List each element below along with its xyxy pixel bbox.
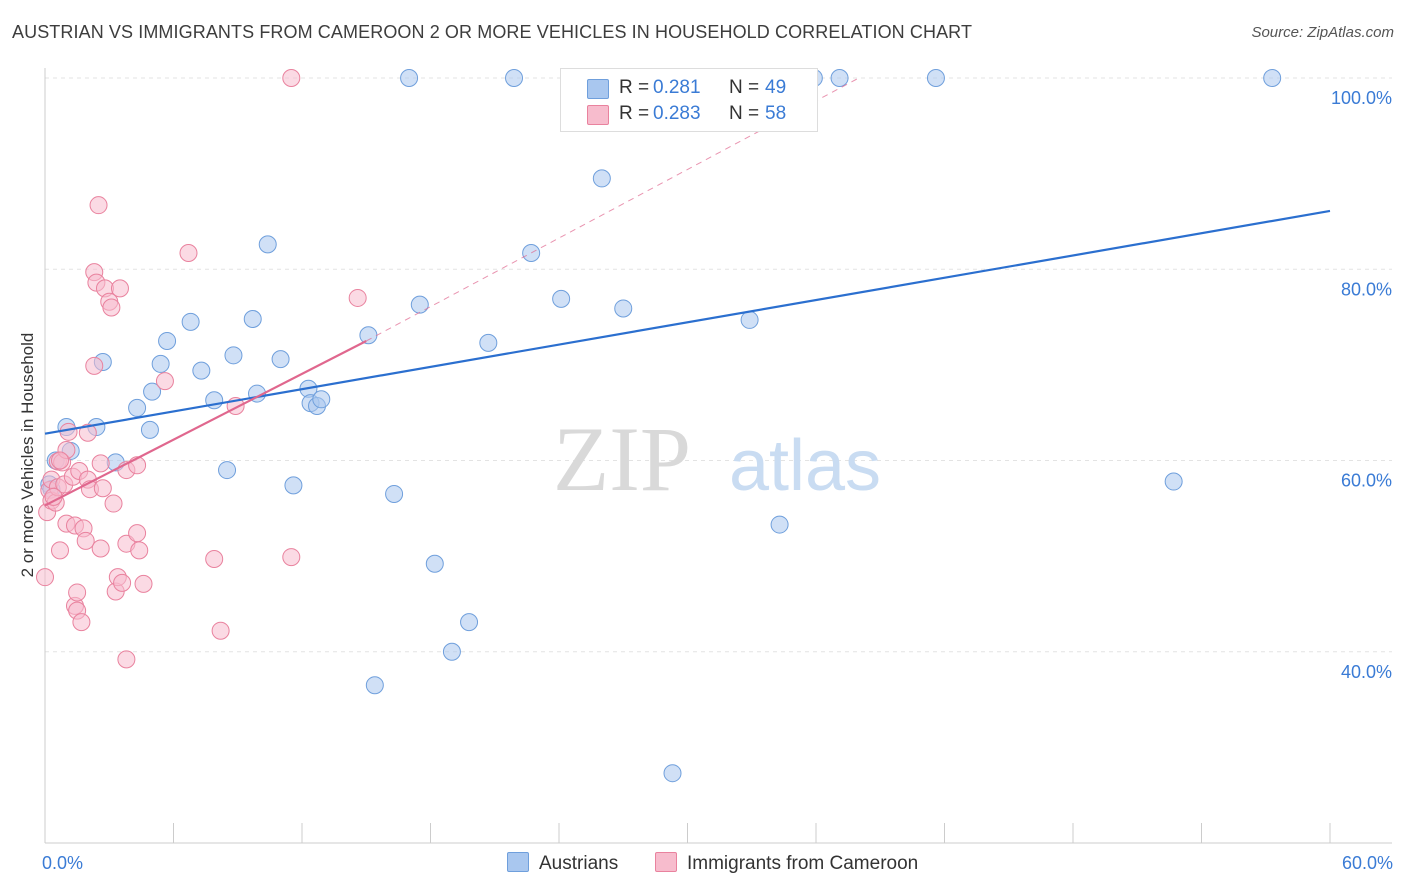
austrians-point <box>926 69 945 87</box>
austrians-point <box>128 398 147 417</box>
cameroon-point <box>89 196 108 215</box>
cameroon-point <box>78 423 97 442</box>
legend-label: Austrians <box>539 853 619 874</box>
austrians-point <box>258 235 277 254</box>
n-value: 58 <box>765 103 787 124</box>
austrians-point <box>460 613 479 632</box>
watermark-zip: ZIP <box>553 408 691 510</box>
r-label: R = <box>619 77 650 98</box>
data-points <box>36 69 1282 783</box>
legend-item-austrians: Austrians <box>507 852 618 875</box>
austrians-point <box>479 333 498 352</box>
cameroon-point <box>102 298 121 317</box>
cameroon-point <box>85 356 104 375</box>
cameroon-point <box>68 583 87 602</box>
cameroon-point <box>110 279 129 298</box>
n-label: N = <box>729 77 760 98</box>
austrians-point <box>224 346 243 365</box>
austrians-point <box>385 484 404 503</box>
cameroon-point <box>104 494 123 513</box>
austrians-point <box>830 69 849 87</box>
chart-title: AUSTRIAN VS IMMIGRANTS FROM CAMEROON 2 O… <box>12 22 973 42</box>
y-axis-label: 2 or more Vehicles in Household <box>18 333 37 578</box>
austrians-point <box>218 461 237 480</box>
austrians-point <box>552 289 571 308</box>
austrians-trend-line <box>44 209 1331 435</box>
cameroon-point <box>155 372 174 391</box>
austrians-point <box>663 764 682 783</box>
austrians-point <box>312 390 331 409</box>
austrians-point <box>151 354 170 373</box>
cameroon-point <box>348 288 367 307</box>
r-label: R = <box>619 103 650 124</box>
watermark: ZIP atlas <box>553 408 881 510</box>
cameroon-point <box>76 531 95 550</box>
y-tick-label: 100.0% <box>1331 88 1392 108</box>
cameroon-point <box>282 69 301 87</box>
tick-labels: 100.0% 80.0% 60.0% 40.0% 0.0% 60.0% <box>42 88 1393 873</box>
y-tick-label: 40.0% <box>1341 662 1392 682</box>
cameroon-point <box>36 568 54 587</box>
austrians-point <box>770 515 789 534</box>
austrians-swatch <box>587 79 609 99</box>
cameroon-point <box>211 621 230 640</box>
legend-item-cameroon: Immigrants from Cameroon <box>655 852 918 875</box>
watermark-atlas: atlas <box>729 426 881 506</box>
austrians-swatch <box>507 852 529 872</box>
cameroon-point <box>128 524 147 543</box>
cameroon-point <box>117 650 136 669</box>
austrians-point <box>400 69 419 87</box>
austrians-point <box>505 69 524 87</box>
cameroon-point <box>282 548 301 567</box>
n-value: 49 <box>765 77 787 98</box>
cameroon-point <box>50 451 69 470</box>
austrians-point <box>614 299 633 318</box>
cameroon-point <box>91 454 110 473</box>
cameroon-point <box>205 549 224 568</box>
cameroon-point <box>50 541 69 560</box>
austrians-point <box>284 476 303 495</box>
cameroon-point <box>91 539 110 558</box>
cameroon-trend-line <box>44 339 367 507</box>
austrians-point <box>158 331 177 350</box>
cameroon-point <box>59 422 78 441</box>
austrians-point <box>243 309 262 328</box>
austrians-point <box>592 169 611 188</box>
austrians-point <box>1164 472 1183 491</box>
austrians-point <box>442 642 461 661</box>
cameroon-point <box>93 479 112 498</box>
cameroon-point <box>179 243 198 262</box>
austrians-point <box>359 326 378 345</box>
austrians-point <box>522 243 541 262</box>
x-tick-label: 60.0% <box>1342 853 1393 873</box>
austrians-point <box>425 554 444 573</box>
austrians-point <box>181 312 200 331</box>
cameroon-point <box>134 574 153 593</box>
cameroon-point <box>113 573 132 592</box>
cameroon-point <box>130 541 149 560</box>
legend-label: Immigrants from Cameroon <box>687 853 919 874</box>
austrians-point <box>1263 69 1282 87</box>
austrians-point <box>365 676 384 695</box>
source-label: Source: ZipAtlas.com <box>1251 24 1394 41</box>
r-value: 0.283 <box>653 103 701 124</box>
cameroon-swatch <box>587 105 609 125</box>
austrians-point <box>192 361 211 380</box>
austrians-point <box>271 350 290 369</box>
n-label: N = <box>729 103 760 124</box>
cameroon-swatch <box>655 852 677 872</box>
y-tick-label: 80.0% <box>1341 279 1392 299</box>
austrians-point <box>410 295 429 314</box>
austrians-point <box>740 310 759 329</box>
r-value: 0.281 <box>653 77 701 98</box>
y-tick-label: 60.0% <box>1341 471 1392 491</box>
axes <box>44 68 1392 844</box>
austrians-point <box>143 382 162 401</box>
austrians-point <box>140 420 159 439</box>
grid-lines <box>45 77 1392 653</box>
x-tick-label: 0.0% <box>42 853 83 873</box>
stats-legend: R = 0.281 N = 49 R = 0.283 N = 58 <box>560 68 818 132</box>
cameroon-point <box>72 613 91 632</box>
